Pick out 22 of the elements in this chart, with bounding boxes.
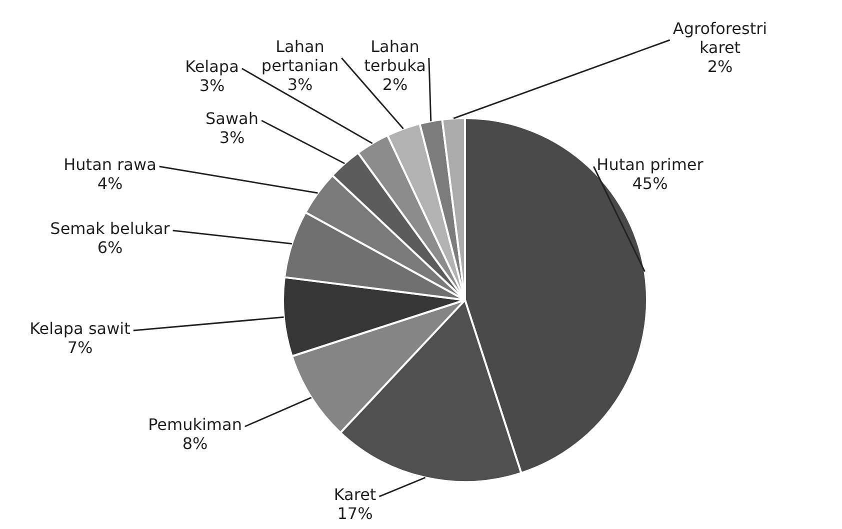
slice-label: Sawah: [206, 109, 258, 128]
data-label: 17%: [337, 504, 373, 524]
data-label: 2%: [382, 75, 408, 94]
slice-label: Hutan primer: [596, 155, 704, 174]
slice-label: Kelapa: [185, 57, 239, 76]
data-label: 6%: [97, 238, 123, 258]
slice-label: Kelapa sawit: [30, 319, 130, 338]
data-label: 8%: [182, 434, 208, 454]
slice-label: Lahan terbuka: [364, 37, 426, 76]
slice-label: Hutan rawa: [64, 155, 156, 174]
slice-label: Pemukiman: [148, 415, 242, 434]
data-label: 2%: [707, 57, 733, 76]
data-label: 7%: [67, 338, 93, 358]
slice-label: Lahan pertanian: [261, 37, 339, 76]
data-label: 4%: [97, 174, 123, 194]
slice-label: Karet: [334, 485, 376, 504]
data-label: 3%: [199, 76, 225, 96]
data-label: 45%: [632, 174, 668, 194]
data-label: 3%: [287, 75, 313, 94]
slice-label: Agroforestri karet: [672, 19, 768, 58]
slice-label: Semak belukar: [50, 219, 170, 238]
data-label: 3%: [219, 128, 245, 148]
